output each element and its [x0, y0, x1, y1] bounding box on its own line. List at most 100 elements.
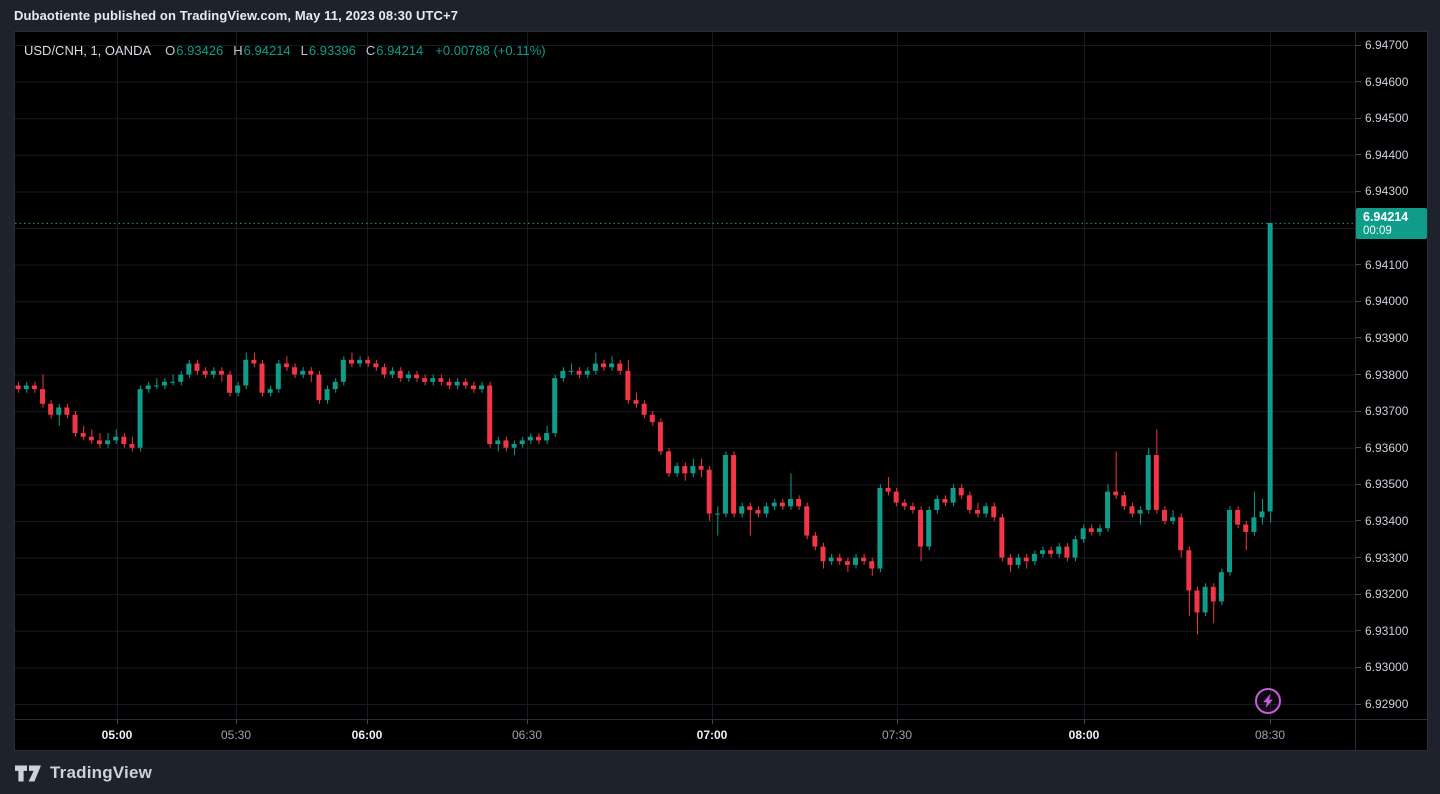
candle-body — [137, 389, 143, 448]
candle-body — [15, 385, 21, 390]
candle-body — [885, 487, 891, 492]
price-pane[interactable]: USD/CNH, 1, OANDA O6.93426 H6.94214 L6.9… — [15, 32, 1355, 719]
candle-body — [853, 557, 859, 565]
price-tick-label: 6.94600 — [1356, 75, 1408, 89]
candle-body — [836, 557, 842, 562]
candle-body — [105, 440, 111, 445]
price-tick-label: 6.93100 — [1356, 624, 1408, 638]
candle-body — [1153, 455, 1159, 510]
price-tick-label: 6.93200 — [1356, 587, 1408, 601]
price-tick-label: 6.94300 — [1356, 184, 1408, 198]
time-label: 07:00 — [696, 728, 728, 742]
candle-body — [983, 506, 989, 514]
tradingview-logo[interactable]: TradingView — [15, 763, 152, 783]
candle-body — [950, 487, 956, 503]
candle-body — [422, 378, 428, 382]
candle-body — [1267, 222, 1273, 512]
candle-body — [926, 509, 932, 547]
candle-body — [877, 487, 883, 569]
price-tick-label: 6.93600 — [1356, 441, 1408, 455]
candle-body — [1096, 528, 1102, 532]
candle-body — [592, 363, 598, 371]
candle-body — [609, 363, 615, 368]
candle-body — [194, 363, 200, 371]
candle-body — [576, 370, 582, 375]
candle-body — [893, 491, 899, 503]
candle-body — [1235, 509, 1241, 525]
price-tick-label: 6.92900 — [1356, 697, 1408, 711]
candle-body — [300, 370, 306, 375]
symbol-title: USD/CNH, 1, OANDA — [24, 43, 152, 58]
time-label: 06:00 — [351, 728, 383, 742]
candle-body — [552, 378, 558, 434]
candle-body — [267, 389, 273, 393]
candle-body — [527, 436, 533, 441]
candle-body — [365, 359, 371, 364]
candle-body — [812, 535, 818, 547]
candle-body — [1194, 590, 1200, 613]
candle-body — [844, 561, 850, 565]
candle-body — [113, 436, 119, 441]
candle-body — [869, 561, 875, 569]
candle-body — [251, 359, 257, 364]
candle-body — [934, 498, 940, 510]
candle-body — [787, 498, 793, 507]
price-tick-label: 6.94700 — [1356, 38, 1408, 52]
candle-body — [1121, 495, 1127, 507]
candle-body — [1202, 586, 1208, 613]
candle-body — [479, 385, 485, 390]
symbol-legend[interactable]: USD/CNH, 1, OANDA O6.93426 H6.94214 L6.9… — [24, 43, 546, 58]
candle-body — [600, 363, 606, 368]
candle-body — [698, 466, 704, 470]
time-axis[interactable]: 05:00 05:30 06:00 06:30 07:00 07:30 08:00 08:30 — [15, 720, 1355, 750]
bar-countdown: 00:09 — [1363, 224, 1392, 237]
candle-body — [357, 359, 363, 364]
candle-body — [161, 381, 167, 386]
candle-body — [1015, 557, 1021, 565]
candle-body — [958, 487, 964, 496]
candle-body — [1105, 491, 1111, 529]
tradingview-logo-text: TradingView — [50, 763, 153, 782]
chart-frame: USD/CNH, 1, OANDA O6.93426 H6.94214 L6.9… — [14, 31, 1428, 751]
candle-body — [1080, 528, 1086, 540]
footer-bar: TradingView — [0, 752, 1440, 794]
candle-body — [48, 403, 54, 415]
price-tick-label: 6.93400 — [1356, 514, 1408, 528]
time-axis-separator — [15, 719, 1427, 720]
candle-body — [430, 378, 436, 382]
candle-body — [389, 370, 395, 375]
candle-body — [942, 498, 948, 503]
candle-body — [446, 381, 452, 386]
candle-body — [682, 466, 688, 474]
candle-body — [1178, 517, 1184, 551]
time-tick — [897, 720, 898, 724]
candle-body — [974, 509, 980, 514]
time-label: 08:30 — [1254, 728, 1286, 742]
candle-body — [96, 440, 102, 445]
candle-body — [666, 451, 672, 474]
candle-body — [722, 455, 728, 514]
candle-body — [771, 502, 777, 507]
price-axis[interactable]: 6.94214 00:09 6.94700 6.94600 6.94500 6.944… — [1356, 32, 1427, 719]
candle-body — [511, 444, 517, 448]
candle-body — [186, 363, 192, 375]
candle-body — [1137, 509, 1143, 514]
candle-body — [779, 502, 785, 507]
candle-body — [292, 367, 298, 375]
time-tick — [1270, 720, 1271, 724]
candle-body — [1129, 506, 1135, 514]
candle-body — [218, 370, 224, 375]
price-tick-label: 6.93800 — [1356, 368, 1408, 382]
candle-body — [31, 385, 37, 390]
candle-body — [1023, 557, 1029, 562]
candle-body — [503, 440, 509, 448]
candle-body — [324, 389, 330, 401]
candle-body — [178, 374, 184, 382]
candle-body — [674, 466, 680, 474]
change-text: +0.00788 (+0.11%) — [435, 43, 546, 58]
price-tick-label: 6.93300 — [1356, 551, 1408, 565]
price-tick-label: 6.94400 — [1356, 148, 1408, 162]
reaction-button[interactable] — [1253, 686, 1283, 716]
candle-body — [487, 385, 493, 445]
legend-close: C6.94214 — [365, 43, 424, 58]
